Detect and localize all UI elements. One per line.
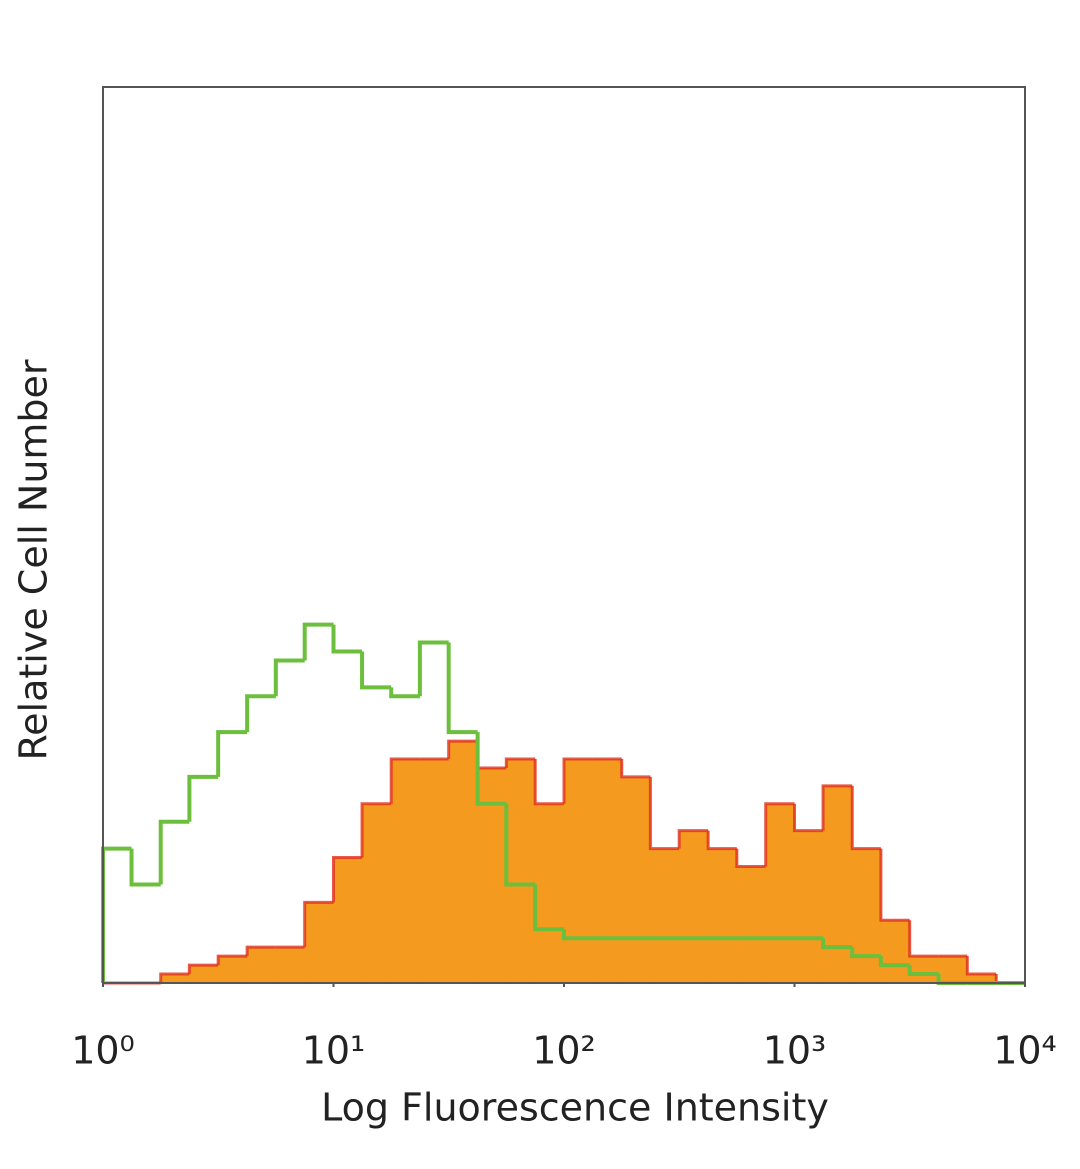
histogram-edge: [245, 945, 276, 957]
histogram-edge: [504, 757, 536, 768]
x-tick-label: 10²: [532, 1029, 596, 1073]
histogram-bar: [304, 902, 334, 983]
histogram-edge: [533, 759, 564, 806]
histogram-step: [360, 651, 392, 690]
histogram-edge: [476, 741, 507, 770]
histogram-edge: [187, 963, 219, 975]
histogram-edge: [965, 956, 997, 976]
histogram-bar: [765, 803, 795, 983]
histogram-bar: [160, 974, 190, 983]
histogram-step: [129, 848, 161, 887]
x-tick-label: 10⁰: [71, 1029, 135, 1073]
histogram-bar: [247, 947, 277, 983]
histogram-bar: [218, 956, 248, 983]
histogram-bar: [419, 759, 450, 983]
histogram-step: [302, 622, 334, 661]
histogram-bar: [592, 759, 623, 983]
histogram-bar: [333, 857, 363, 983]
histogram-step: [417, 640, 449, 697]
histogram-edge: [850, 785, 881, 851]
x-tick-label: 10³: [763, 1029, 827, 1073]
histogram-edge: [821, 784, 853, 831]
histogram-edge: [879, 848, 910, 922]
histogram-bar: [621, 776, 651, 983]
histogram-step: [216, 730, 248, 777]
histogram-step: [389, 687, 420, 699]
histogram-bar: [275, 947, 306, 983]
histogram-bar: [362, 803, 392, 983]
histogram-bar: [708, 848, 738, 983]
histogram-step: [533, 884, 564, 932]
histogram-bar: [391, 759, 421, 983]
histogram-edge: [360, 802, 392, 858]
histogram-edge: [648, 776, 680, 851]
histogram-bar: [448, 741, 479, 983]
histogram-step: [850, 947, 881, 959]
histogram-step: [504, 803, 536, 887]
histogram-edge: [389, 757, 420, 804]
histogram-bar: [564, 759, 594, 983]
histogram-step: [273, 658, 305, 697]
histogram-bar: [477, 767, 507, 983]
histogram-edge: [216, 954, 248, 966]
histogram-step: [158, 819, 190, 885]
histogram-bar: [650, 848, 680, 983]
histogram-edge: [620, 759, 651, 779]
histogram-bar: [736, 866, 767, 983]
histogram-edge: [159, 972, 190, 983]
histogram-step: [821, 938, 853, 950]
histogram-bar: [506, 759, 536, 983]
x-axis-label: Log Fluorescence Intensity: [321, 1086, 829, 1130]
histogram-bar: [679, 830, 709, 983]
histogram-edge: [793, 803, 824, 833]
histogram-edge: [332, 856, 363, 903]
histogram-step: [101, 846, 132, 983]
histogram-bar: [909, 956, 940, 983]
x-tick-label: 10¹: [302, 1029, 366, 1073]
histogram-edge: [562, 757, 593, 804]
histogram-step: [475, 732, 507, 806]
histogram-edge: [677, 829, 709, 849]
histogram-step: [446, 642, 478, 735]
histogram-bar: [880, 920, 911, 983]
histogram-edge: [735, 848, 766, 869]
histogram-bar: [823, 785, 853, 983]
histogram-bar: [794, 830, 824, 983]
histogram-step: [245, 694, 276, 733]
histogram-edge: [303, 900, 334, 948]
histogram-bar: [967, 974, 997, 983]
histogram-edge: [706, 830, 737, 851]
histogram-step: [907, 965, 939, 977]
histogram-bar: [189, 965, 219, 983]
histogram-edge: [764, 802, 795, 867]
y-axis-label: Relative Cell Number: [12, 359, 56, 760]
histogram-edge: [908, 920, 939, 958]
histogram-bar: [852, 848, 882, 983]
x-tick-label: 10⁴: [993, 1029, 1057, 1073]
histogram-step: [878, 956, 910, 968]
histogram-bar: [535, 803, 565, 983]
histogram-step: [187, 774, 219, 822]
histogram-edge: [447, 739, 478, 759]
histogram-step: [562, 929, 593, 941]
histogram-bar: [938, 956, 968, 983]
histogram-step: [331, 624, 363, 654]
